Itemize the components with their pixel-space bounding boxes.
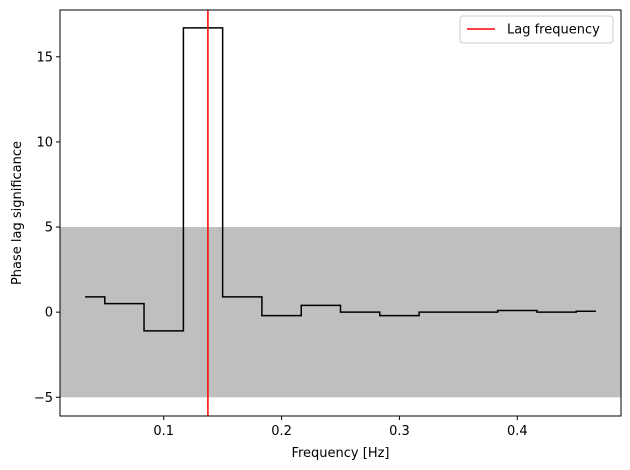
y-tick-label: 0 <box>45 306 53 321</box>
x-tick-label: 0.2 <box>271 424 292 439</box>
series-step-line <box>85 27 596 332</box>
x-tick-label: 0.1 <box>153 424 174 439</box>
y-tick-label: 5 <box>45 221 53 236</box>
legend-lag-frequency-label: Lag frequency <box>507 23 600 38</box>
legend: Lag frequency <box>459 15 614 44</box>
y-axis-label: Phase lag significance <box>10 141 25 285</box>
x-tick-label: 0.4 <box>507 424 528 439</box>
x-tick-label: 0.3 <box>389 424 410 439</box>
x-axis-label: Frequency [Hz] <box>291 446 389 461</box>
y-tick-label: 10 <box>36 135 53 150</box>
y-tick-label: −5 <box>34 391 53 406</box>
plot-frame <box>59 9 622 417</box>
legend-box <box>459 15 614 44</box>
y-tick-label: 15 <box>36 50 53 65</box>
